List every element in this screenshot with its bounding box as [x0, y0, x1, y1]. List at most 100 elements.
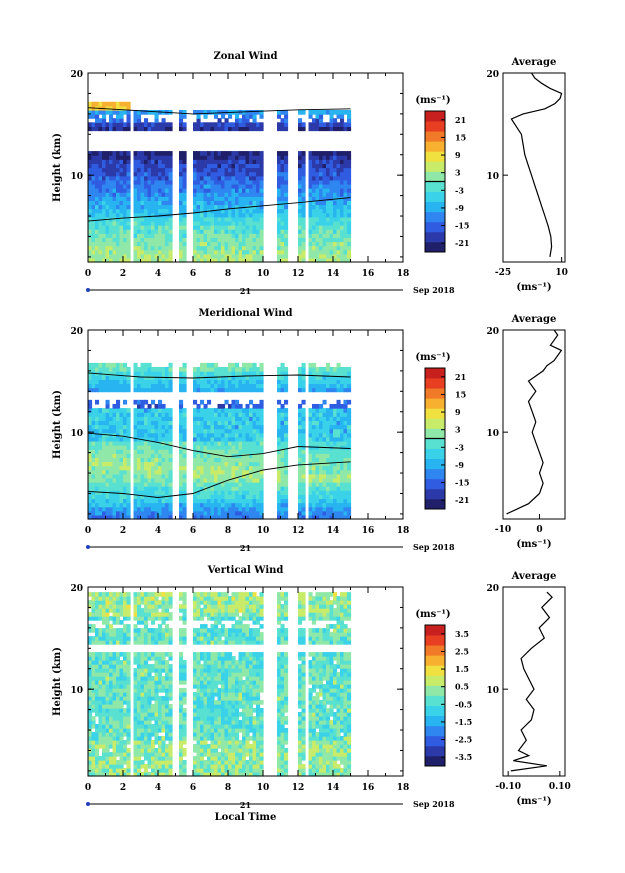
profile-x-tick-label: -25	[495, 268, 511, 278]
heatmap-cell	[91, 486, 96, 491]
heatmap-cell	[109, 204, 114, 210]
x-tick-label: 6	[190, 526, 196, 536]
heatmap-cell	[203, 403, 208, 409]
heatmap-cell	[231, 510, 236, 516]
heatmap-cell	[105, 473, 110, 479]
heatmap-cell	[119, 764, 124, 769]
heatmap-cell	[301, 241, 306, 247]
heatmap-cell	[91, 155, 96, 160]
heatmap-cell	[105, 105, 110, 111]
heatmap-cell	[158, 225, 163, 230]
heatmap-cell	[214, 175, 219, 181]
heatmap-cell	[154, 482, 159, 487]
heatmap-cell	[333, 514, 338, 520]
heatmap-cell	[196, 486, 201, 491]
heatmap-cell	[200, 387, 205, 393]
heatmap-cell	[102, 445, 107, 450]
heatmap-cell	[333, 494, 338, 500]
heatmap-cell	[319, 457, 324, 463]
heatmap-cell	[179, 510, 184, 516]
heatmap-cell	[112, 118, 117, 123]
heatmap-cell	[228, 449, 233, 454]
heatmap-cell	[284, 506, 289, 512]
heatmap-cell	[347, 469, 352, 475]
heatmap-cell	[284, 126, 289, 132]
heatmap-cell	[158, 498, 163, 504]
heatmap-cell	[207, 151, 212, 156]
heatmap-cell	[347, 371, 352, 376]
heatmap-cell	[109, 465, 114, 471]
heatmap-cell	[109, 257, 114, 263]
heatmap-cell	[147, 371, 152, 376]
heatmap-cell	[123, 428, 128, 434]
heatmap-cell	[277, 510, 282, 516]
heatmap-cell	[301, 163, 306, 169]
heatmap-cell	[95, 660, 100, 665]
heatmap-cell	[336, 208, 341, 214]
heatmap-cell	[347, 183, 352, 189]
heatmap-cell	[105, 436, 110, 442]
heatmap-cell	[158, 506, 163, 512]
heatmap-cell	[245, 514, 250, 520]
heatmap-cell	[98, 109, 103, 115]
heatmap-cell	[109, 652, 114, 657]
heatmap-cell	[98, 424, 103, 430]
heatmap-cell	[109, 608, 114, 613]
heatmap-cell	[326, 449, 331, 454]
heatmap-cell	[203, 126, 208, 132]
heatmap-cell	[123, 453, 128, 458]
heatmap-cell	[119, 704, 124, 709]
heatmap-cell	[200, 449, 205, 454]
heatmap-cell	[168, 151, 173, 156]
heatmap-cell	[252, 196, 257, 201]
heatmap-cell	[308, 155, 313, 160]
heatmap-cell	[217, 387, 222, 393]
x-tick-label: 4	[155, 526, 161, 536]
heatmap-cell	[102, 514, 107, 520]
heatmap-cell	[161, 163, 166, 169]
heatmap-cell	[245, 408, 250, 413]
heatmap-cell	[340, 502, 345, 508]
heatmap-cell	[105, 716, 110, 721]
heatmap-cell	[284, 408, 289, 413]
heatmap-cell	[343, 366, 348, 372]
heatmap-cell	[217, 249, 222, 255]
heatmap-cell	[252, 432, 257, 438]
heatmap-cell	[137, 494, 142, 500]
heatmap-cell	[245, 412, 250, 417]
heatmap-cell	[284, 175, 289, 181]
heatmap-cell	[200, 453, 205, 458]
heatmap-cell	[340, 151, 345, 156]
heatmap-cell	[326, 461, 331, 467]
heatmap-cell	[343, 506, 348, 512]
heatmap-cell	[95, 101, 100, 107]
heatmap-cell	[238, 371, 243, 376]
heatmap-cell	[140, 596, 145, 601]
heatmap-cell	[133, 183, 138, 189]
heatmap-cell	[242, 118, 247, 123]
heatmap-cell	[91, 126, 96, 132]
heatmap-cell	[144, 249, 149, 255]
heatmap-cell	[245, 122, 250, 128]
heatmap-cell	[347, 179, 352, 185]
heatmap-cell	[140, 428, 145, 434]
heatmap-cell	[126, 604, 131, 609]
heatmap-cell	[252, 428, 257, 434]
heatmap-cell	[242, 249, 247, 255]
heatmap-cell	[315, 204, 320, 210]
heatmap-cell	[109, 486, 114, 491]
heatmap-cell	[168, 477, 173, 483]
heatmap-cell	[336, 420, 341, 426]
heatmap-cell	[193, 257, 198, 263]
heatmap-cell	[242, 436, 247, 442]
heatmap-cell	[242, 212, 247, 218]
heatmap-cell	[228, 457, 233, 463]
heatmap-cell	[284, 498, 289, 504]
heatmap-cell	[109, 109, 114, 115]
heatmap-cell	[88, 179, 93, 185]
heatmap-cell	[284, 204, 289, 210]
heatmap-cell	[245, 387, 250, 393]
heatmap-cell	[165, 366, 170, 372]
heatmap-cell	[193, 122, 198, 128]
heatmap-cell	[119, 498, 124, 504]
